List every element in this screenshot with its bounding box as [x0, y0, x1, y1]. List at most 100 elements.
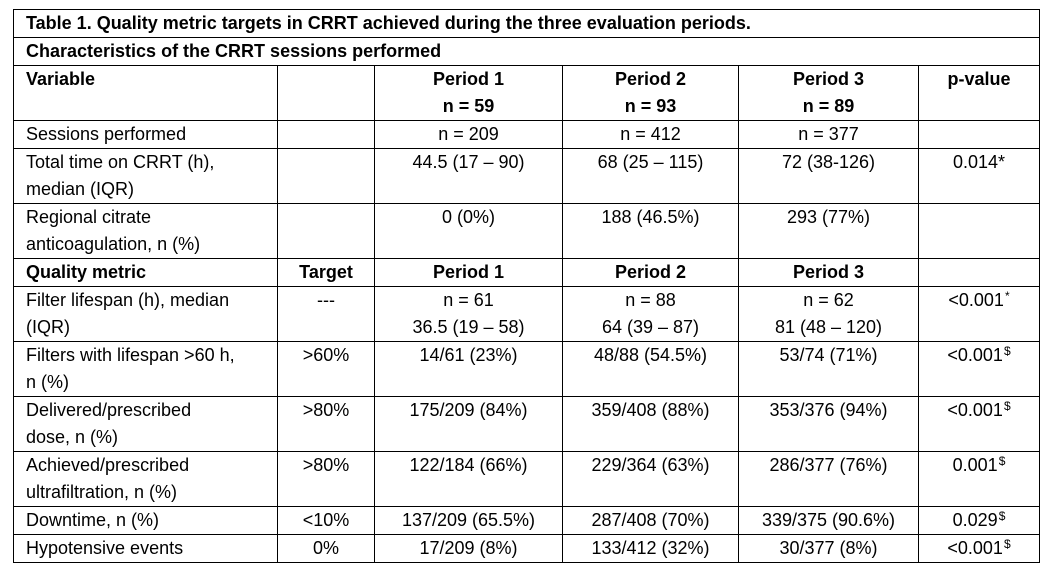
- pvalue-cell: [917, 203, 1041, 259]
- period3-value: 339/375 (90.6%): [738, 506, 919, 535]
- pvalue-cell: 0.001$: [917, 451, 1041, 507]
- section2-header-row: Quality metric Target Period 1 Period 2 …: [13, 258, 1041, 287]
- section1-header-row: Variable Period 1 n = 59 Period 2 n = 93…: [13, 65, 1041, 121]
- target-value: ---: [277, 286, 375, 342]
- metric-label-line: Downtime, n (%): [26, 510, 160, 530]
- pvalue-marker: $: [1003, 399, 1011, 413]
- period3-value-line: 81 (48 – 120): [774, 317, 883, 337]
- pvalue-text: <0.001: [948, 290, 1004, 310]
- empty-header-cell: [277, 65, 375, 121]
- metric-label-line: ultrafiltration, n (%): [26, 482, 178, 502]
- variable-header: Variable: [13, 65, 278, 121]
- period2-value: n = 88 64 (39 – 87): [562, 286, 739, 342]
- period3-value-line: 30/377 (8%): [779, 538, 878, 558]
- metric-label-line: (IQR): [26, 317, 70, 337]
- row-label: Sessions performed: [13, 120, 278, 149]
- period3-value: 293 (77%): [738, 203, 919, 259]
- period1-n: n = 59: [442, 96, 495, 116]
- period1-value: 175/209 (84%): [374, 396, 563, 452]
- quality-metric-header: Quality metric: [13, 258, 278, 287]
- period2-value: 68 (25 – 115): [562, 148, 739, 204]
- quality-metric-table: Table 1. Quality metric targets in CRRT …: [12, 9, 1041, 563]
- pvalue-marker: $: [1003, 344, 1011, 358]
- row-label-line: median (IQR): [26, 179, 135, 199]
- period2-value: 359/408 (88%): [562, 396, 739, 452]
- quality-metric-row: Delivered/prescribed dose, n (%) >80% 175/2…: [13, 396, 1041, 452]
- period1-value: 0 (0%): [374, 203, 563, 259]
- metric-label: Hypotensive events: [13, 534, 278, 563]
- pvalue-text: 0.029: [952, 510, 998, 530]
- period1-value-line: n = 61: [443, 290, 494, 310]
- period3-value: 30/377 (8%): [738, 534, 919, 563]
- period2-header: Period 2 n = 93: [562, 65, 739, 121]
- period3-value-line: n = 62: [803, 290, 854, 310]
- characteristics-row: Total time on CRRT (h), median (IQR) 44.5 …: [13, 148, 1041, 204]
- table-container: Table 1. Quality metric targets in CRRT …: [12, 9, 1041, 563]
- pvalue-text: <0.001: [947, 400, 1003, 420]
- period1-value: n = 209: [374, 120, 563, 149]
- target-value: 0%: [277, 534, 375, 563]
- period3-value-line: 53/74 (71%): [779, 345, 878, 365]
- pvalue-marker: $: [1003, 537, 1011, 551]
- row-label: Regional citrate anticoagulation, n (%): [13, 203, 278, 259]
- characteristics-row: Sessions performed n = 209 n = 412 n = 377: [13, 120, 1041, 149]
- pvalue-marker: *: [1004, 289, 1010, 303]
- period1-value: 14/61 (23%): [374, 341, 563, 397]
- pvalue-cell: <0.001$: [917, 396, 1041, 452]
- period2-value: 48/88 (54.5%): [562, 341, 739, 397]
- metric-label-line: dose, n (%): [26, 427, 119, 447]
- metric-label-line: Achieved/prescribed: [26, 455, 190, 475]
- period3-header: Period 3 n = 89: [738, 65, 919, 121]
- section1-heading-row: Characteristics of the CRRT sessions per…: [12, 37, 1041, 66]
- table-title: Table 1. Quality metric targets in CRRT …: [12, 9, 1041, 38]
- target-header: Target: [277, 258, 375, 287]
- pvalue-cell: <0.001$: [917, 341, 1041, 397]
- section1-heading: Characteristics of the CRRT sessions per…: [12, 37, 1041, 66]
- empty-cell: [277, 203, 375, 259]
- period2-name: Period 2: [614, 69, 687, 89]
- period3-name: Period 3: [792, 69, 865, 89]
- empty-cell: [277, 148, 375, 204]
- row-label-line: Regional citrate: [26, 207, 152, 227]
- pvalue-text: 0.001: [952, 455, 998, 475]
- quality-metric-row: Hypotensive events 0% 17/209 (8%) 133/412 (…: [13, 534, 1041, 563]
- row-label-line: Sessions performed: [26, 124, 187, 144]
- metric-label: Achieved/prescribed ultrafiltration, n (%…: [13, 451, 278, 507]
- quality-metric-row: Downtime, n (%) <10% 137/209 (65.5%) 287/40…: [13, 506, 1041, 535]
- pvalue-marker: $: [998, 509, 1006, 523]
- period2-value-line: n = 88: [625, 290, 676, 310]
- quality-metric-row: Filter lifespan (h), median (IQR) --- n = 6…: [13, 286, 1041, 342]
- pvalue-marker: $: [998, 454, 1006, 468]
- target-value: >80%: [277, 451, 375, 507]
- period3-value-line: 353/376 (94%): [769, 400, 888, 420]
- period2-value-line: 359/408 (88%): [591, 400, 710, 420]
- row-label: Total time on CRRT (h), median (IQR): [13, 148, 278, 204]
- pvalue-cell: 0.029$: [917, 506, 1041, 535]
- period1-value-line: 14/61 (23%): [419, 345, 518, 365]
- period1-value-line: 122/184 (66%): [409, 455, 528, 475]
- period2-value: 287/408 (70%): [562, 506, 739, 535]
- metric-label-line: Filter lifespan (h), median: [26, 290, 230, 310]
- pvalue-text: <0.001: [947, 538, 1003, 558]
- period1-value-line: 17/209 (8%): [419, 538, 518, 558]
- period1-value: n = 61 36.5 (19 – 58): [374, 286, 563, 342]
- period3-value-line: 339/375 (90.6%): [761, 510, 896, 530]
- period3-value: n = 377: [738, 120, 919, 149]
- target-value: >60%: [277, 341, 375, 397]
- period2-value-line: 133/412 (32%): [591, 538, 710, 558]
- period2-value: 133/412 (32%): [562, 534, 739, 563]
- quality-metric-row: Achieved/prescribed ultrafiltration, n (%…: [13, 451, 1041, 507]
- period1-value: 44.5 (17 – 90): [374, 148, 563, 204]
- characteristics-row: Regional citrate anticoagulation, n (%) 0 …: [13, 203, 1041, 259]
- table-title-row: Table 1. Quality metric targets in CRRT …: [12, 9, 1041, 38]
- period3-value: 286/377 (76%): [738, 451, 919, 507]
- period3-value: 72 (38-126): [738, 148, 919, 204]
- target-value: <10%: [277, 506, 375, 535]
- period1-value-line: 137/209 (65.5%): [401, 510, 536, 530]
- metric-label-line: Hypotensive events: [26, 538, 184, 558]
- period1-header: Period 1 n = 59: [374, 65, 563, 121]
- period2-value-line: 287/408 (70%): [591, 510, 710, 530]
- period2-value-line: 64 (39 – 87): [601, 317, 700, 337]
- metric-label-line: Delivered/prescribed: [26, 400, 192, 420]
- period2-value: n = 412: [562, 120, 739, 149]
